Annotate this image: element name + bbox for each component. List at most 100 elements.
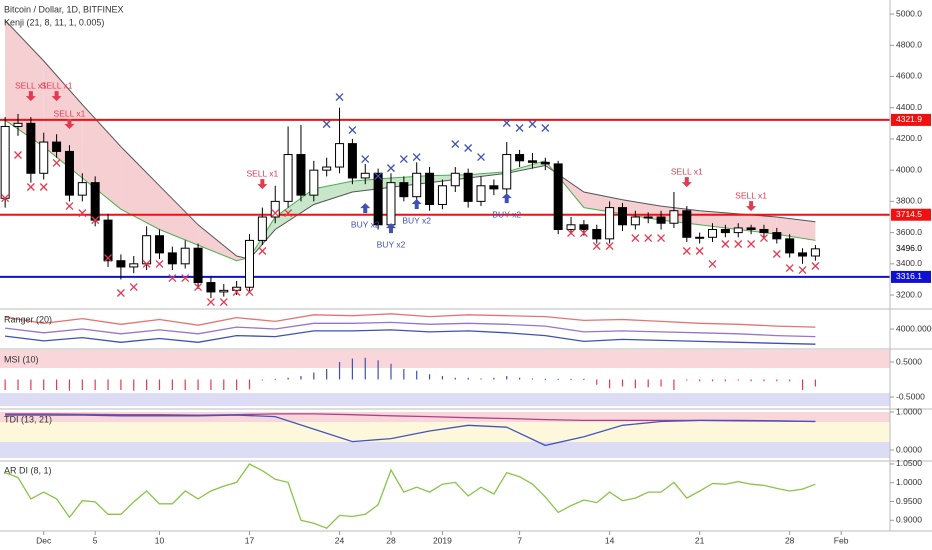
histogram-bar — [789, 379, 791, 382]
last-price-box — [891, 242, 931, 255]
candle-body — [322, 166, 332, 171]
histogram-bar — [609, 379, 611, 389]
histogram-bar — [660, 379, 662, 387]
signal-x — [657, 234, 666, 243]
candle-body — [515, 154, 525, 162]
histogram-bar — [737, 379, 739, 381]
candle-body — [553, 163, 563, 230]
candle-body — [0, 125, 10, 199]
band — [0, 393, 890, 407]
candle-body — [270, 200, 280, 218]
candle-body — [682, 210, 692, 238]
candle-body — [154, 235, 164, 254]
x-tick-label: 17 — [245, 535, 255, 545]
candle-body — [772, 232, 782, 240]
sell-arrow — [257, 179, 268, 190]
kenji-cloud — [776, 217, 816, 241]
candle-body — [257, 216, 267, 241]
sell-label: SELL x1 — [15, 80, 47, 90]
x-tick-label: Feb — [834, 535, 849, 545]
y-tick-label: 5000.0 — [896, 8, 922, 18]
candle-body — [232, 286, 242, 291]
histogram-bar — [364, 357, 366, 380]
y-tick-label: 0.9000 — [896, 515, 922, 525]
candle-body — [103, 219, 113, 262]
histogram-bar — [390, 363, 392, 380]
signal-x — [232, 288, 241, 297]
signal-x — [477, 153, 485, 162]
candle-body — [669, 210, 679, 224]
histogram-bar — [428, 374, 431, 380]
indicator-line — [4, 463, 816, 529]
signal-x — [811, 262, 820, 270]
candle-body — [810, 248, 820, 257]
candle-body — [283, 154, 293, 202]
signal-x — [219, 298, 228, 307]
histogram-bar — [171, 379, 173, 391]
band — [0, 350, 890, 368]
histogram-bar — [184, 379, 186, 391]
signal-x — [760, 234, 768, 243]
histogram-bar — [287, 377, 289, 380]
candle-body — [116, 260, 126, 268]
candle-body — [90, 182, 100, 221]
candle-body — [219, 289, 229, 293]
signal-x — [772, 250, 781, 258]
histogram-bar — [94, 379, 96, 391]
x-tick-label: 10 — [155, 535, 165, 545]
signal-x — [541, 124, 550, 132]
signal-x — [194, 283, 203, 292]
level-label-box — [891, 208, 931, 221]
histogram-bar — [236, 379, 238, 391]
signal-x — [271, 209, 280, 218]
histogram-bar — [763, 379, 765, 382]
y-tick-label: 3200.0 — [896, 289, 922, 299]
signal-x — [528, 120, 537, 129]
histogram-bar — [724, 379, 726, 382]
y-tick-label: 1.0000 — [896, 406, 922, 416]
histogram-bar — [55, 379, 58, 391]
histogram-bar — [68, 379, 71, 391]
histogram-bar — [621, 379, 624, 387]
histogram-bar — [441, 376, 444, 380]
y-tick-label: 3800.0 — [896, 196, 922, 206]
signal-x — [348, 126, 357, 134]
last-price-label: 3496.0 — [896, 243, 922, 253]
candle-body — [708, 228, 718, 238]
histogram-bar — [158, 379, 161, 391]
histogram-bar — [493, 377, 495, 380]
candle-body — [399, 182, 409, 198]
candle-body — [489, 185, 499, 190]
candle-body — [450, 172, 460, 187]
candle-body — [746, 227, 756, 230]
signal-x — [65, 202, 74, 211]
y-tick-label: 4000.0000 — [896, 323, 932, 333]
candle-body — [360, 172, 370, 179]
signal-x — [451, 140, 460, 149]
candle-body — [759, 228, 769, 234]
signal-x — [374, 172, 383, 181]
sell-label: SELL x1 — [246, 168, 278, 178]
candle-body — [656, 216, 666, 224]
x-tick-label: Dec — [36, 535, 52, 545]
histogram-bar — [673, 379, 675, 391]
pane-title: TDI (13, 21) — [4, 414, 52, 424]
histogram-bar — [248, 379, 251, 390]
candle-body — [193, 247, 203, 284]
candle-body — [373, 172, 383, 226]
indicator-label: Kenji (21, 8, 11, 1, 0.005) — [4, 17, 104, 27]
histogram-bar — [596, 379, 598, 385]
candle-body — [13, 122, 23, 127]
y-tick-label: 0.5000 — [896, 356, 922, 366]
candle-body — [296, 154, 306, 196]
indicator-line — [5, 329, 816, 345]
candle-body — [129, 263, 139, 268]
y-tick-label: -0.5000 — [896, 391, 925, 401]
histogram-bar — [544, 378, 546, 380]
candle-body — [412, 172, 422, 198]
x-tick-label: 14 — [605, 535, 615, 545]
candle-body — [167, 252, 177, 265]
histogram-bar — [313, 372, 315, 380]
histogram-bar — [699, 379, 701, 382]
y-tick-label: 4600.0 — [896, 71, 922, 81]
